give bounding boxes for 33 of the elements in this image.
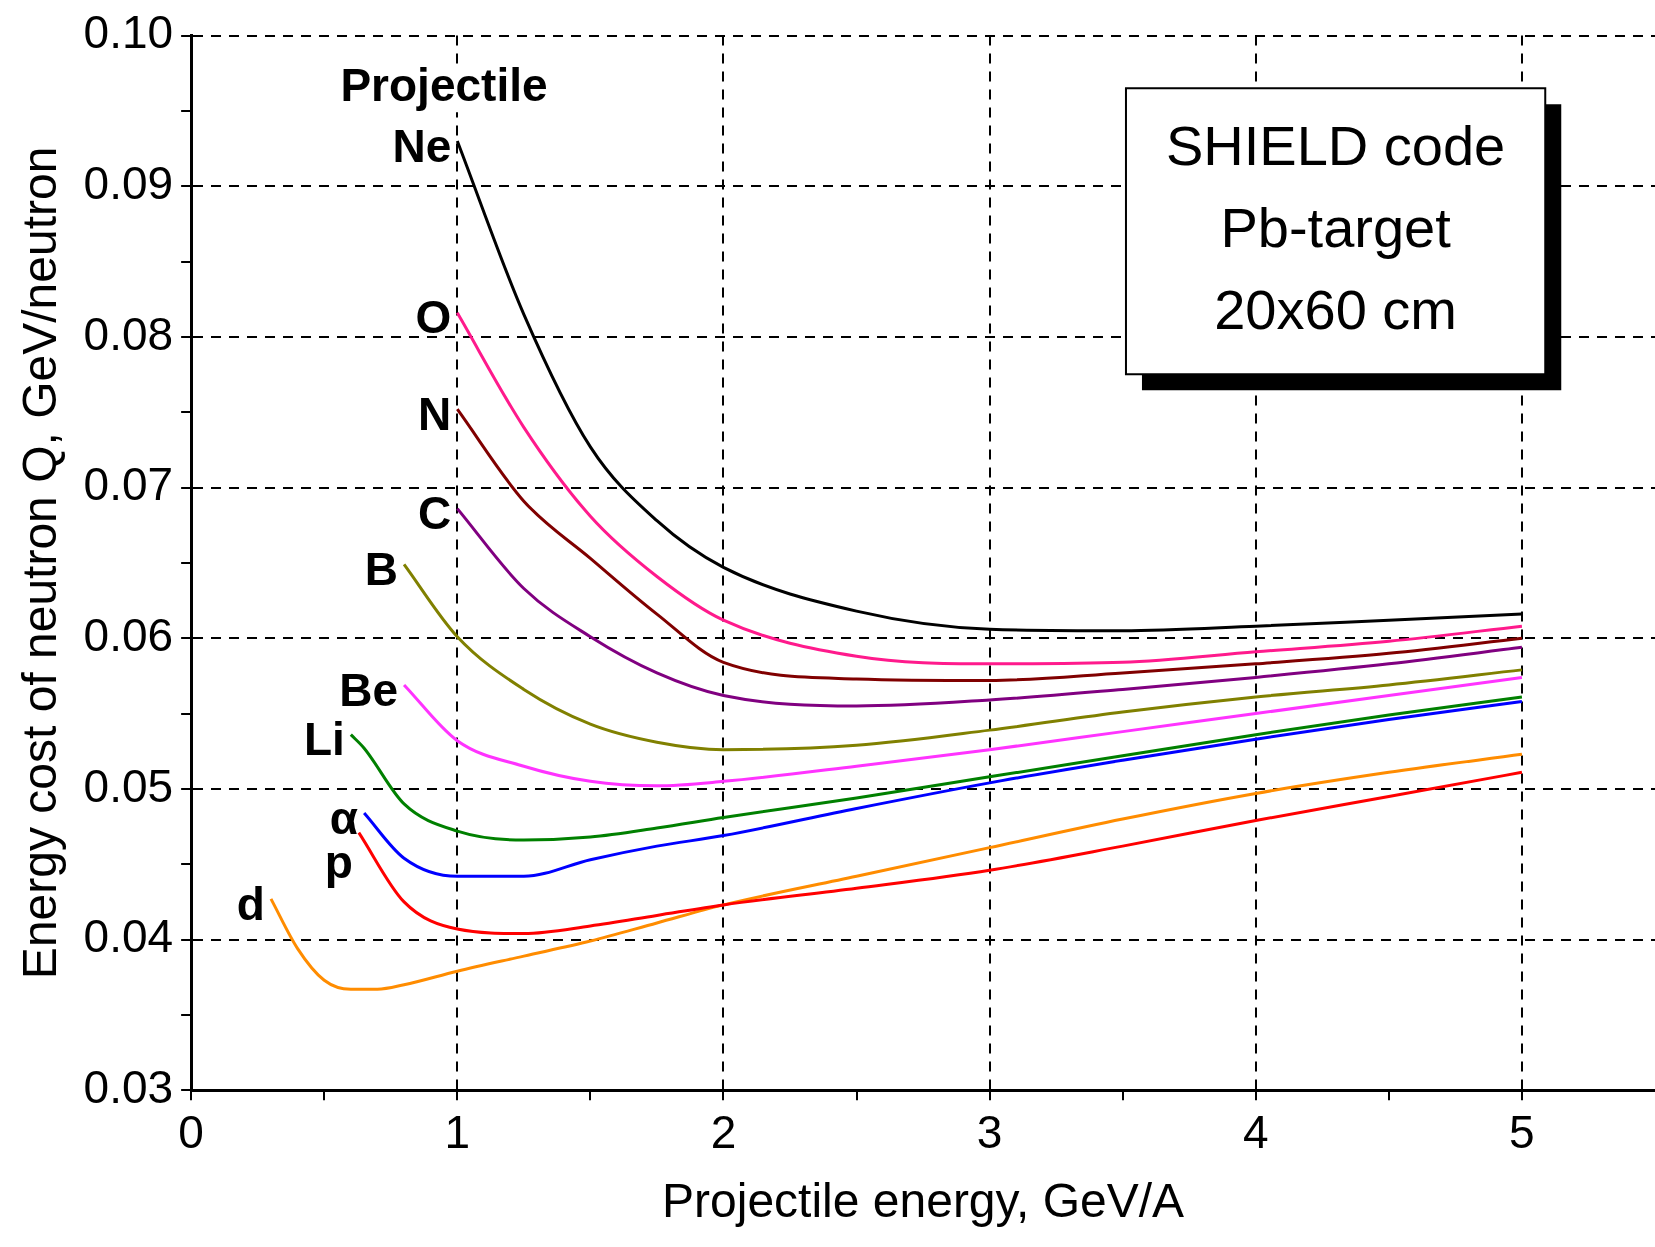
x-tick-label: 2: [710, 1106, 737, 1159]
x-tick-label: 3: [976, 1106, 1003, 1159]
y-tick-label: 0.08: [83, 307, 174, 360]
y-tick-label: 0.10: [83, 6, 174, 59]
series-label: B: [364, 543, 399, 596]
y-tick-label: 0.05: [83, 759, 174, 812]
line-series: [402, 562, 1524, 752]
y-tick-label: 0.06: [83, 608, 174, 661]
y-tick-label: 0.09: [83, 156, 174, 209]
y-tick-label: 0.03: [83, 1060, 174, 1113]
line-series: [402, 675, 1524, 788]
annotation: 20x60 cm: [1214, 277, 1458, 341]
x-axis-title: Projectile energy, GeV/A: [662, 1174, 1185, 1228]
series-label: O: [415, 291, 452, 344]
x-tick-label: 5: [1509, 1106, 1535, 1159]
line-series: [357, 770, 1524, 936]
annotation: Pb-target: [1220, 195, 1452, 259]
series-label: d: [236, 877, 265, 930]
annotation: SHIELD code: [1165, 113, 1506, 177]
series-label: Be: [339, 663, 399, 716]
y-axis-title: Energy cost of neutron Q, GeV/neutron: [13, 146, 67, 980]
series-label: C: [418, 487, 452, 540]
y-tick-label: 0.04: [83, 910, 174, 963]
x-tick-label: 4: [1242, 1106, 1269, 1159]
series-label: Ne: [392, 119, 452, 172]
x-tick-label: 1: [444, 1106, 471, 1159]
x-tick-label: 0: [178, 1106, 204, 1159]
legend-title: Projectile: [340, 59, 548, 112]
line-series: [455, 407, 1524, 682]
y-tick-label: 0.07: [83, 458, 174, 511]
series-label: N: [418, 387, 452, 440]
series-label: Li: [303, 713, 345, 766]
line-series: [455, 507, 1524, 708]
